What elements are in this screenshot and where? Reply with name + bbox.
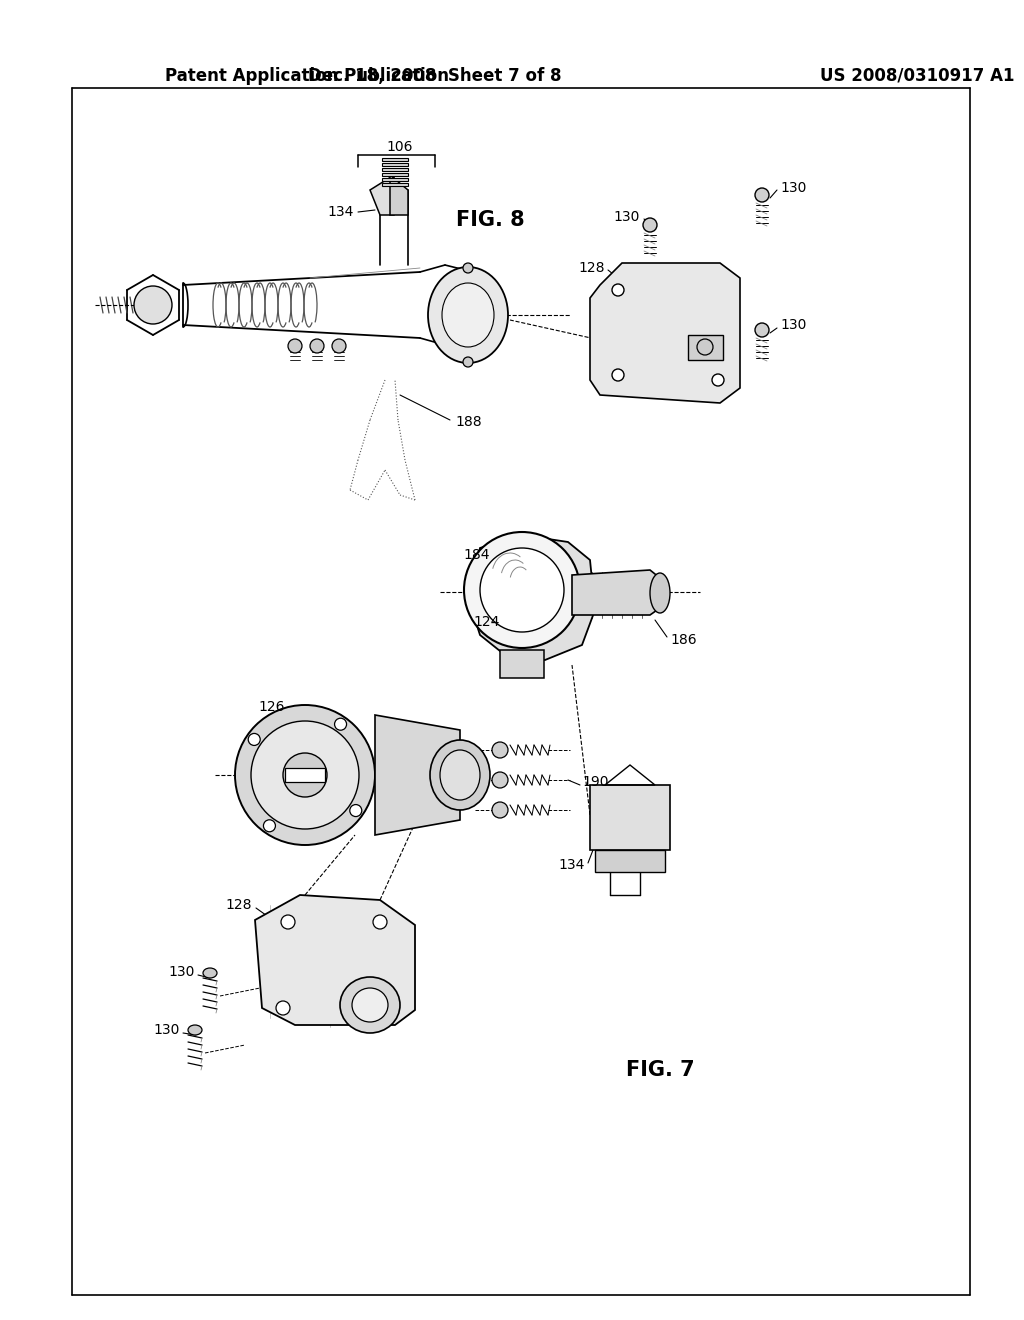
Bar <box>382 173 408 176</box>
Polygon shape <box>255 895 415 1026</box>
Ellipse shape <box>463 356 473 367</box>
Text: 188: 188 <box>455 414 481 429</box>
Ellipse shape <box>283 752 327 797</box>
Bar <box>590 785 670 850</box>
Ellipse shape <box>352 987 388 1022</box>
Ellipse shape <box>251 721 359 829</box>
Ellipse shape <box>134 286 172 323</box>
Text: 130: 130 <box>169 965 195 979</box>
Ellipse shape <box>480 548 564 632</box>
Ellipse shape <box>373 915 387 929</box>
Text: 128: 128 <box>579 261 605 275</box>
Ellipse shape <box>310 339 324 352</box>
Bar <box>285 768 325 781</box>
Ellipse shape <box>612 284 624 296</box>
Ellipse shape <box>428 267 508 363</box>
Polygon shape <box>472 535 595 660</box>
Text: 126: 126 <box>258 700 285 714</box>
Text: 130: 130 <box>780 181 806 195</box>
Ellipse shape <box>350 805 361 817</box>
Polygon shape <box>572 570 660 615</box>
Bar <box>500 649 544 678</box>
Ellipse shape <box>492 742 508 758</box>
Ellipse shape <box>234 705 375 845</box>
Text: 134: 134 <box>328 205 354 219</box>
Ellipse shape <box>335 718 346 730</box>
Text: Dec. 18, 2008  Sheet 7 of 8: Dec. 18, 2008 Sheet 7 of 8 <box>308 67 562 84</box>
Bar <box>382 178 408 181</box>
Ellipse shape <box>340 977 400 1034</box>
Text: 128: 128 <box>225 898 252 912</box>
Ellipse shape <box>650 573 670 612</box>
Ellipse shape <box>263 820 275 832</box>
Text: 106: 106 <box>387 140 414 154</box>
Ellipse shape <box>281 915 295 929</box>
Ellipse shape <box>643 218 657 232</box>
Ellipse shape <box>248 734 260 746</box>
Text: 130: 130 <box>613 210 640 224</box>
Ellipse shape <box>755 187 769 202</box>
Ellipse shape <box>288 339 302 352</box>
Ellipse shape <box>492 772 508 788</box>
Ellipse shape <box>463 263 473 273</box>
Ellipse shape <box>464 532 580 648</box>
Ellipse shape <box>430 741 490 810</box>
Text: 130: 130 <box>780 318 806 333</box>
Text: FIG. 7: FIG. 7 <box>626 1060 694 1080</box>
Text: 184: 184 <box>464 548 490 562</box>
Ellipse shape <box>492 803 508 818</box>
Ellipse shape <box>712 374 724 385</box>
Text: Patent Application Publication: Patent Application Publication <box>165 67 449 84</box>
Ellipse shape <box>276 1001 290 1015</box>
Text: 130: 130 <box>154 1023 180 1038</box>
Polygon shape <box>370 176 394 215</box>
Bar <box>382 168 408 172</box>
Polygon shape <box>375 715 460 836</box>
Ellipse shape <box>612 370 624 381</box>
Text: 134: 134 <box>559 858 585 873</box>
Bar <box>595 850 665 873</box>
Ellipse shape <box>188 1026 202 1035</box>
Ellipse shape <box>203 968 217 978</box>
Bar <box>688 335 723 360</box>
Bar <box>382 183 408 186</box>
Ellipse shape <box>697 339 713 355</box>
Text: US 2008/0310917 A1: US 2008/0310917 A1 <box>820 67 1015 84</box>
Ellipse shape <box>440 750 480 800</box>
Polygon shape <box>590 263 740 403</box>
Polygon shape <box>390 176 408 215</box>
Text: 124: 124 <box>474 615 500 630</box>
Ellipse shape <box>755 323 769 337</box>
Text: FIG. 8: FIG. 8 <box>456 210 524 230</box>
Bar <box>382 162 408 166</box>
Bar <box>382 158 408 161</box>
Text: 190: 190 <box>582 775 608 789</box>
Ellipse shape <box>442 282 494 347</box>
Text: 186: 186 <box>670 634 696 647</box>
Ellipse shape <box>332 339 346 352</box>
